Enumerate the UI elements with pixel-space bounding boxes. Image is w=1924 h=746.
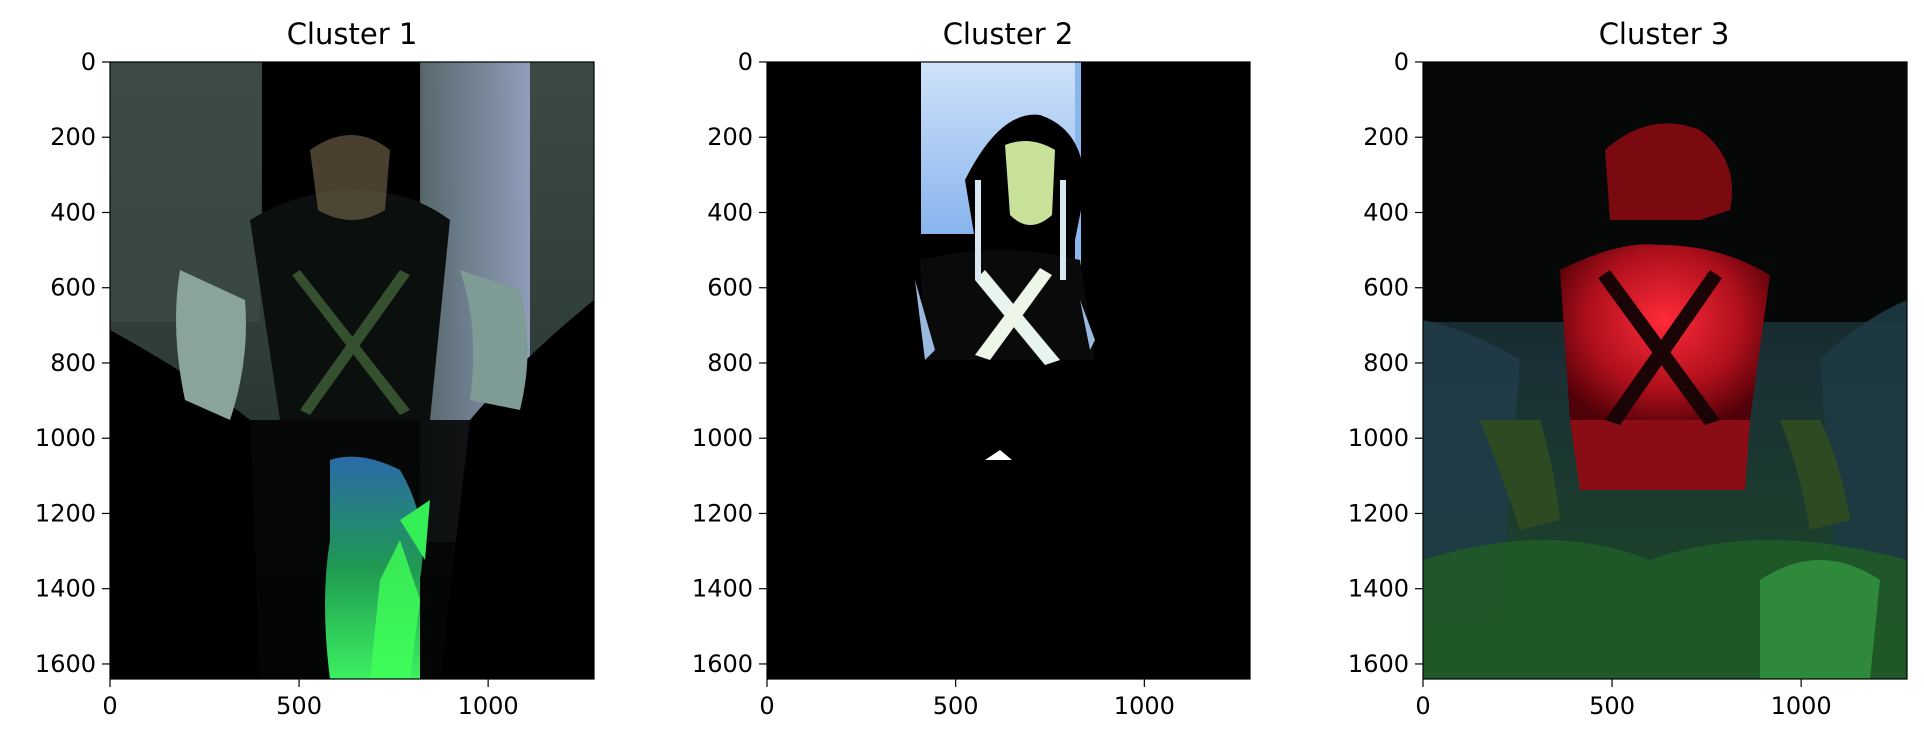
- panel-3-ytick-label: 1200: [1348, 499, 1409, 527]
- panel-3-ytick-label: 600: [1363, 274, 1409, 302]
- panel-2-xtick-label: 1000: [1114, 692, 1175, 720]
- panel-1-ytick-label: 1000: [35, 424, 96, 452]
- panel-2-frame: [766, 61, 1251, 680]
- panel-2-ytick-label: 1600: [692, 650, 753, 678]
- panel-1-title: Cluster 1: [287, 17, 418, 51]
- panel-1-ytick-label: 1200: [35, 499, 96, 527]
- panel-3-title: Cluster 3: [1599, 17, 1730, 51]
- panel-2-ytick-label: 1400: [692, 575, 753, 603]
- panel-1-ytick-label: 1600: [35, 650, 96, 678]
- panel-1-ytick-label: 1400: [35, 575, 96, 603]
- panel-3-xtick-label: 500: [1589, 692, 1635, 720]
- panel-3-ytick-label: 1600: [1348, 650, 1409, 678]
- panel-3: Cluster 3 0 500 1000 0 200 400 600 800 1000 1200 1…: [1348, 17, 1908, 720]
- panel-2-xtick-label: 500: [933, 692, 979, 720]
- panel-3-ytick-label: 1000: [1348, 424, 1409, 452]
- panel-2-axes: 0 500 1000 0 200 400 600 800 1000 1200 1400 1600: [692, 48, 1175, 720]
- panel-2-xtick-label: 0: [759, 692, 774, 720]
- panel-2-title: Cluster 2: [943, 17, 1074, 51]
- panel-2-ytick-label: 1000: [692, 424, 753, 452]
- panel-1-axes: 0 500 1000 0 200 400 600 800 1000 1200 1400 1600: [35, 48, 519, 720]
- panel-2-ytick-label: 800: [707, 349, 753, 377]
- panel-3-ytick-label: 800: [1363, 349, 1409, 377]
- panel-1-image: [110, 62, 594, 679]
- panel-1-ytick-label: 400: [50, 198, 96, 226]
- panel-1-ytick-label: 800: [50, 349, 96, 377]
- panel-3-ytick-label: 1400: [1348, 575, 1409, 603]
- panel-1-ytick-label: 600: [50, 274, 96, 302]
- panel-3-xtick-label: 0: [1415, 692, 1430, 720]
- panel-1-xtick-label: 0: [102, 692, 117, 720]
- panel-1-xtick-label: 500: [276, 692, 322, 720]
- panel-2-ytick-label: 0: [738, 48, 753, 76]
- panel-3-xtick-label: 1000: [1771, 692, 1832, 720]
- panel-3-ytick-label: 400: [1363, 198, 1409, 226]
- panel-3-axes: 0 500 1000 0 200 400 600 800 1000 1200 1400 1600: [1348, 48, 1832, 720]
- panel-2-ytick-label: 400: [707, 198, 753, 226]
- panel-1-frame: [109, 61, 595, 680]
- panel-3-frame: [1422, 61, 1908, 680]
- panel-3-image: [1423, 62, 1907, 679]
- panel-3-ytick-label: 200: [1363, 123, 1409, 151]
- panel-2-ytick-label: 1200: [692, 499, 753, 527]
- panel-1-ytick-label: 200: [50, 123, 96, 151]
- panel-1-ytick-label: 0: [81, 48, 96, 76]
- panel-2-ytick-label: 200: [707, 123, 753, 151]
- panel-2-ytick-label: 600: [707, 274, 753, 302]
- panel-2: Cluster 2 0 500 1000 0 200 400 600 800 1000 1200 1…: [692, 17, 1251, 720]
- panel-2-image: [767, 62, 1250, 679]
- panel-3-ytick-label: 0: [1394, 48, 1409, 76]
- panel-1-xtick-label: 1000: [458, 692, 519, 720]
